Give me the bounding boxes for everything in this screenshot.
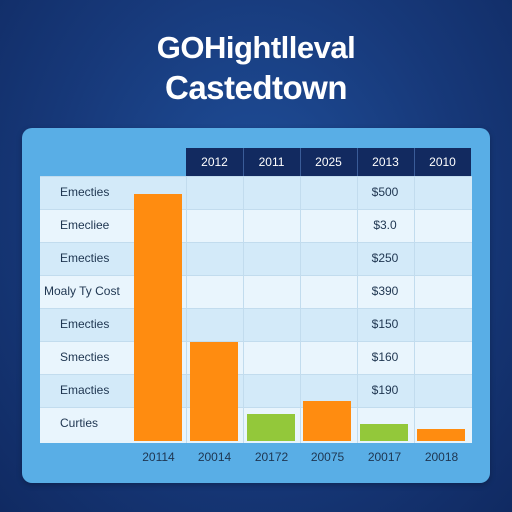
bar bbox=[134, 194, 182, 441]
x-tick-label: 20114 bbox=[142, 450, 175, 464]
value-cell: $3.0 bbox=[373, 218, 397, 232]
row-divider bbox=[40, 308, 472, 309]
row-divider bbox=[40, 341, 472, 342]
x-tick-label: 20014 bbox=[197, 450, 232, 464]
value-cell: $190 bbox=[371, 383, 399, 397]
column-divider bbox=[186, 176, 187, 443]
row-divider bbox=[40, 407, 472, 408]
value-cell: $150 bbox=[371, 317, 399, 331]
table-row-background bbox=[40, 341, 472, 374]
table-row-background bbox=[40, 308, 472, 341]
value-cell: $500 bbox=[371, 185, 399, 199]
column-header: 2010 bbox=[429, 155, 456, 169]
column-divider bbox=[243, 176, 244, 443]
bar bbox=[247, 414, 295, 441]
header-divider bbox=[414, 148, 415, 176]
row-divider bbox=[40, 275, 472, 276]
value-cell: $250 bbox=[371, 251, 399, 265]
row-label: Moaly Ty Cost bbox=[44, 284, 120, 298]
column-header: 2013 bbox=[372, 155, 399, 169]
row-label: Emacties bbox=[60, 383, 110, 397]
column-divider bbox=[357, 176, 358, 443]
bar bbox=[360, 424, 408, 441]
value-cell: $390 bbox=[371, 284, 399, 298]
table-row-background bbox=[40, 374, 472, 407]
x-tick-label: 20018 bbox=[424, 450, 459, 464]
row-label: Emecties bbox=[60, 251, 110, 265]
row-divider bbox=[40, 242, 472, 243]
row-divider bbox=[40, 374, 472, 375]
row-divider bbox=[40, 209, 472, 210]
table-row-background bbox=[40, 275, 472, 308]
x-tick-label: 20172 bbox=[254, 450, 289, 464]
bar bbox=[417, 429, 465, 441]
header-divider bbox=[357, 148, 358, 176]
bar bbox=[190, 342, 238, 441]
table-row-background bbox=[40, 242, 472, 275]
row-label: Emecties bbox=[60, 317, 110, 331]
table-row-background bbox=[40, 209, 472, 242]
table-grid bbox=[40, 176, 472, 443]
row-label: Smecties bbox=[60, 350, 110, 364]
row-divider bbox=[40, 176, 472, 177]
value-cell: $160 bbox=[371, 350, 399, 364]
row-label: Emecliee bbox=[60, 218, 110, 232]
x-tick-label: 20017 bbox=[367, 450, 402, 464]
chart-title-line-1: GOHightlleval bbox=[156, 30, 356, 65]
column-header-bar: 2012 2011 2025 2013 2010 bbox=[186, 148, 471, 176]
column-divider bbox=[414, 176, 415, 443]
row-label: Curties bbox=[60, 416, 99, 430]
column-header: 2012 bbox=[201, 155, 228, 169]
bar bbox=[303, 401, 351, 441]
row-label: Emecties bbox=[60, 185, 110, 199]
column-divider bbox=[300, 176, 301, 443]
header-divider bbox=[300, 148, 301, 176]
column-header: 2011 bbox=[258, 155, 285, 169]
chart-title-line-2: Castedtown bbox=[164, 69, 348, 106]
column-header: 2025 bbox=[315, 155, 342, 169]
header-divider bbox=[243, 148, 244, 176]
x-tick-label: 20075 bbox=[310, 450, 345, 464]
table-row-background bbox=[40, 176, 472, 209]
